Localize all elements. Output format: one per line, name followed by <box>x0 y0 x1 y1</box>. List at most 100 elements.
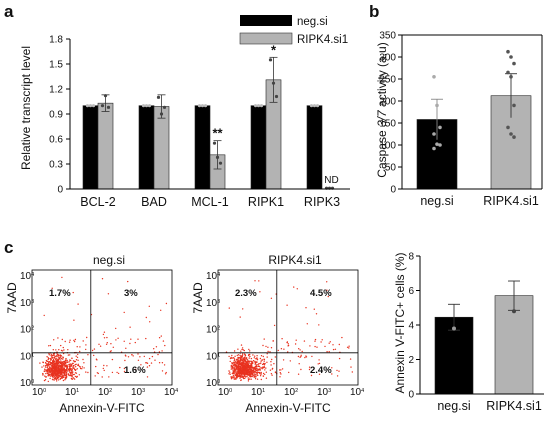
flow-event-dot <box>76 368 79 370</box>
chart-a-bar-ripk4-si1 <box>97 102 114 190</box>
chart-a-y-tick-label: 0.9 <box>49 110 63 121</box>
flow-event-dot <box>247 366 250 368</box>
chart-b-data-point <box>509 75 513 79</box>
flow-event-dot <box>50 372 53 375</box>
chart-c-category-label: neg.si <box>437 399 470 413</box>
flow-event-dot <box>245 365 247 368</box>
flow-event-dot <box>55 355 58 357</box>
flow-event-dot <box>313 308 315 310</box>
flow-event-dot <box>47 365 49 367</box>
flow-event-dot <box>255 374 257 376</box>
flow-event-dot <box>70 373 72 375</box>
flow-event-dot <box>57 337 59 339</box>
flow-event-dot <box>45 376 48 378</box>
flow-event-dot <box>102 333 105 336</box>
flow-event-dot <box>145 362 147 364</box>
flow-event-dot <box>253 357 255 359</box>
flow-event-dot <box>44 370 46 373</box>
flow-event-dot <box>75 363 77 365</box>
flow-event-dot <box>49 371 52 373</box>
flow-event-dot <box>69 359 71 361</box>
flow-event-dot <box>57 373 59 376</box>
flow-event-dot <box>234 366 236 368</box>
flow-event-dot <box>244 375 246 377</box>
flow-event-dot <box>45 359 48 362</box>
flow-event-dot <box>295 339 297 341</box>
flow-event-dot <box>274 356 276 358</box>
flow-event-dot <box>115 327 117 330</box>
flow-event-dot <box>234 368 237 371</box>
flow-event-dot <box>43 379 46 382</box>
flow-event-dot <box>233 357 235 359</box>
flow-event-dot <box>239 357 241 359</box>
flow-event-dot <box>326 281 328 283</box>
flow-event-dot <box>277 349 279 352</box>
flow-event-dot <box>64 359 67 362</box>
flow-event-dot <box>246 366 249 369</box>
flow-event-dot <box>145 316 147 319</box>
flow-event-dot <box>55 369 58 371</box>
flow-event-dot <box>246 373 248 375</box>
flow-event-dot <box>60 366 63 369</box>
chart-a-data-point <box>106 105 111 109</box>
chart-a-data-point <box>159 112 164 116</box>
flow-event-dot <box>91 349 94 352</box>
legend-swatch-neg-si <box>240 15 292 26</box>
flow-event-dot <box>283 348 285 350</box>
flow-event-dot <box>67 354 70 356</box>
flow-event-dot <box>233 367 235 369</box>
flow-event-dot <box>242 376 245 378</box>
flow-event-dot <box>242 366 244 368</box>
flow-event-dot <box>233 350 236 352</box>
flow-event-dot <box>63 349 65 351</box>
flow-event-dot <box>163 364 166 366</box>
flow-y-tick-label: 102 <box>20 325 34 336</box>
flow-event-dot <box>314 338 317 341</box>
flow-event-dot <box>262 372 265 375</box>
chart-a-data-point <box>218 161 223 165</box>
flow-event-dot <box>232 377 235 379</box>
flow-event-dot <box>127 356 130 358</box>
flow-y-tick-label: 104 <box>20 271 34 282</box>
flow-event-dot <box>65 358 68 360</box>
flow-event-dot <box>234 374 236 376</box>
flow-event-dot <box>318 324 320 326</box>
flow-event-dot <box>160 309 162 311</box>
flow-event-dot <box>52 349 54 351</box>
flow-event-dot <box>248 366 251 368</box>
flow-event-dot <box>237 358 239 360</box>
flow-event-dot <box>85 348 87 351</box>
flow-event-dot <box>239 366 242 368</box>
flow-plot-frame <box>217 269 359 386</box>
flow-event-dot <box>64 376 66 379</box>
flow-event-dot <box>61 368 63 370</box>
flow-event-dot <box>149 321 151 323</box>
flow-event-dot <box>54 363 57 365</box>
chart-b-y-axis-label: Caspase 3/7 activity (a.u) <box>375 42 389 177</box>
flow-event-dot <box>249 376 251 378</box>
flow-event-dot <box>130 338 132 340</box>
flow-x-tick-label: 100 <box>218 387 232 398</box>
flow-event-dot <box>85 344 87 346</box>
chart-c-y-axis-label: Annexin V-FITC+ cells (%) <box>393 252 407 393</box>
flow-event-dot <box>54 362 57 364</box>
flow-event-dot <box>256 361 258 363</box>
flow-event-dot <box>164 344 166 347</box>
flow-event-dot <box>50 369 52 372</box>
flow-event-dot <box>249 360 251 362</box>
flow-event-dot <box>59 374 61 377</box>
flow-event-dot <box>45 372 47 375</box>
flow-event-dot <box>252 375 254 377</box>
flow-event-dot <box>150 362 153 364</box>
flow-event-dot <box>69 339 71 341</box>
flow-event-dot <box>117 372 120 375</box>
flow-event-dot <box>242 360 244 362</box>
flow-event-dot <box>273 363 275 365</box>
flow-event-dot <box>242 308 244 310</box>
flow-event-dot <box>76 376 78 378</box>
flow-event-dot <box>53 356 56 358</box>
flow-event-dot <box>287 351 289 353</box>
flow-event-dot <box>73 361 76 363</box>
flow-event-dot <box>235 367 237 369</box>
